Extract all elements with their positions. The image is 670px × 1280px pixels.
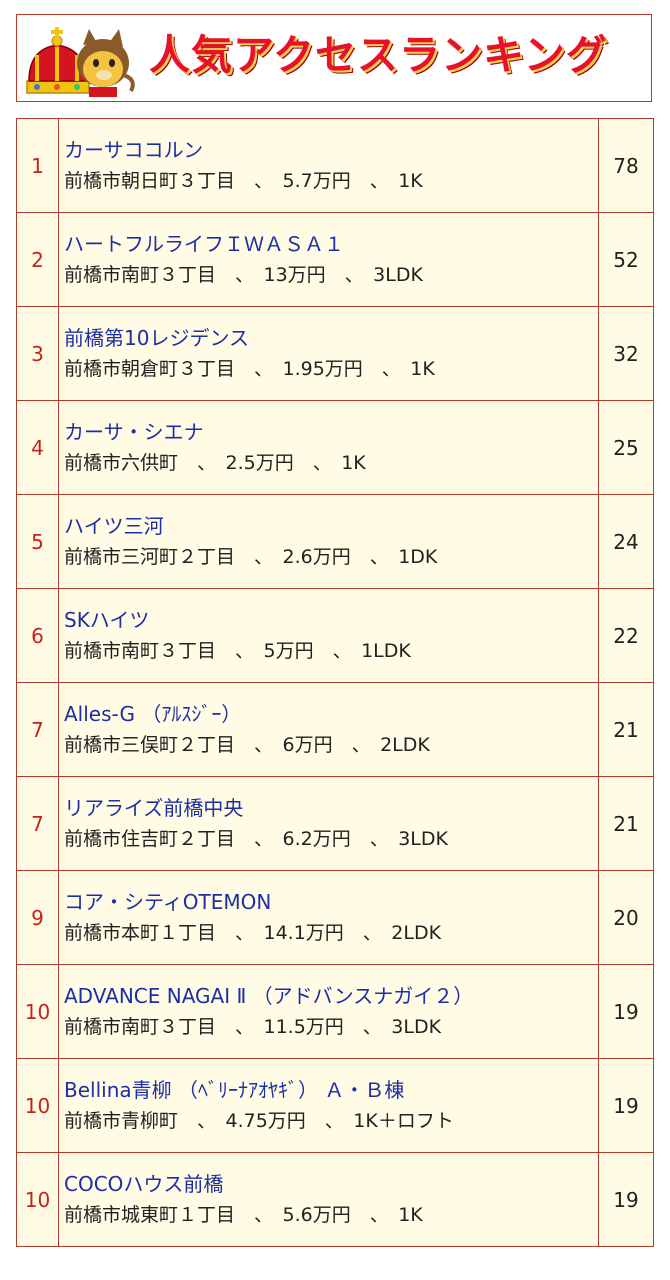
property-info: COCOハウス前橋前橋市城東町１丁目 、 5.6万円 、 1K [58, 1152, 599, 1247]
rank-number: 9 [16, 870, 59, 965]
property-detail: 前橋市六供町 、 2.5万円 、 1K [64, 452, 366, 474]
property-name-link[interactable]: ハイツ三河 [64, 514, 164, 538]
access-count: 25 [598, 400, 654, 495]
property-detail: 前橋市朝日町３丁目 、 5.7万円 、 1K [64, 170, 423, 192]
rank-number: 6 [16, 588, 59, 683]
rank-number: 5 [16, 494, 59, 589]
property-info: リアライズ前橋中央前橋市住吉町２丁目 、 6.2万円 、 3LDK [58, 776, 599, 871]
property-name-link[interactable]: カーサココルン [64, 138, 204, 162]
access-count: 19 [598, 1152, 654, 1247]
ranking-banner: 人気アクセスランキング [16, 14, 652, 102]
access-count: 32 [598, 306, 654, 401]
ranking-table: 1 カーサココルン 前橋市朝日町３丁目 、 5.7万円 、 1K 78 2 ハートフルライ… [16, 118, 654, 1247]
property-detail: 前橋市南町３丁目 、 11.5万円 、 3LDK [64, 1016, 442, 1038]
rank-number: 10 [16, 1152, 59, 1247]
property-detail: 前橋市三河町２丁目 、 2.6万円 、 1DK [64, 546, 438, 568]
rank-number: 3 [16, 306, 59, 401]
property-detail: 前橋市本町１丁目 、 14.1万円 、 2LDK [64, 922, 442, 944]
property-name-link[interactable]: Bellina青柳 （ﾍﾞﾘｰﾅｱｵﾔｷﾞ） Ａ・Ｂ棟 [64, 1078, 405, 1102]
rank-number: 4 [16, 400, 59, 495]
property-name-link[interactable]: コア・シティOTEMON [64, 890, 272, 914]
ranking-row: 7 Alles-G （ｱﾙｽｼﾞｰ） 前橋市三俣町２丁目 、 6万円 、 2LDK 2… [16, 682, 654, 777]
property-info: ADVANCE NAGAI Ⅱ （アドバンスナガイ２） 前橋市南町３丁目 、 11… [58, 964, 599, 1059]
access-count: 22 [598, 588, 654, 683]
property-name-link[interactable]: COCOハウス前橋 [64, 1172, 224, 1196]
ranking-row: 7 リアライズ前橋中央 前橋市住吉町２丁目 、 6.2万円 、 3LDK 21 [16, 776, 654, 871]
property-name-link[interactable]: カーサ・シエナ [64, 420, 204, 444]
ranking-row: 5 ハイツ三河 前橋市三河町２丁目 、 2.6万円 、 1DK 24 [16, 494, 654, 589]
property-detail: 前橋市城東町１丁目 、 5.6万円 、 1K [64, 1204, 423, 1226]
rank-number: 7 [16, 776, 59, 871]
property-info: ハートフルライフＩＷＡＳＡ１ 前橋市南町３丁目 、 13万円 、 3LDK [58, 212, 599, 307]
ranking-row: 10 Bellina青柳 （ﾍﾞﾘｰﾅｱｵﾔｷﾞ） Ａ・Ｂ棟前橋市青柳町 、 4.… [16, 1058, 654, 1153]
access-count: 19 [598, 964, 654, 1059]
ranking-row: 2 ハートフルライフＩＷＡＳＡ１ 前橋市南町３丁目 、 13万円 、 3LDK 52 [16, 212, 654, 307]
property-info: 前橋第10レジデンス前橋市朝倉町３丁目 、 1.95万円 、 1K [58, 306, 599, 401]
property-name-link[interactable]: SKハイツ [64, 608, 150, 632]
property-info: カーサ・シエナ前橋市六供町 、 2.5万円 、 1K [58, 400, 599, 495]
access-count: 52 [598, 212, 654, 307]
property-info: Alles-G （ｱﾙｽｼﾞｰ） 前橋市三俣町２丁目 、 6万円 、 2LDK [58, 682, 599, 777]
rank-number: 10 [16, 1058, 59, 1153]
property-detail: 前橋市南町３丁目 、 13万円 、 3LDK [64, 264, 423, 286]
property-info: カーサココルン前橋市朝日町３丁目 、 5.7万円 、 1K [58, 118, 599, 213]
property-info: ハイツ三河前橋市三河町２丁目 、 2.6万円 、 1DK [58, 494, 599, 589]
property-detail: 前橋市朝倉町３丁目 、 1.95万円 、 1K [64, 358, 435, 380]
ranking-row: 4 カーサ・シエナ 前橋市六供町 、 2.5万円 、 1K 25 [16, 400, 654, 495]
access-count: 21 [598, 776, 654, 871]
ranking-row: 3 前橋第10レジデンス 前橋市朝倉町３丁目 、 1.95万円 、 1K 32 [16, 306, 654, 401]
property-info: SKハイツ前橋市南町３丁目 、 5万円 、 1LDK [58, 588, 599, 683]
access-count: 21 [598, 682, 654, 777]
rank-number: 1 [16, 118, 59, 213]
ranking-title: 人気アクセスランキング [149, 31, 608, 79]
ranking-list: 1 カーサココルン 前橋市朝日町３丁目 、 5.7万円 、 1K 78 2 ハートフルライ… [16, 118, 654, 1247]
property-detail: 前橋市南町３丁目 、 5万円 、 1LDK [64, 640, 411, 662]
ranking-row: 10 ADVANCE NAGAI Ⅱ （アドバンスナガイ２） 前橋市南町３丁目 、 … [16, 964, 654, 1059]
crown-mascot-icon [26, 27, 135, 97]
property-info: コア・シティOTEMON 前橋市本町１丁目 、 14.1万円 、 2LDK [58, 870, 599, 965]
property-name-link[interactable]: 前橋第10レジデンス [64, 326, 250, 350]
access-count: 20 [598, 870, 654, 965]
property-name-link[interactable]: ADVANCE NAGAI Ⅱ （アドバンスナガイ２） [64, 984, 474, 1008]
rank-number: 10 [16, 964, 59, 1059]
ranking-row: 6 SKハイツ 前橋市南町３丁目 、 5万円 、 1LDK 22 [16, 588, 654, 683]
ranking-row: 9 コア・シティOTEMON 前橋市本町１丁目 、 14.1万円 、 2LDK 20 [16, 870, 654, 965]
property-detail: 前橋市青柳町 、 4.75万円 、 1K＋ロフト [64, 1110, 454, 1132]
ranking-row: 10 COCOハウス前橋 前橋市城東町１丁目 、 5.6万円 、 1K 19 [16, 1152, 654, 1247]
access-count: 19 [598, 1058, 654, 1153]
property-detail: 前橋市三俣町２丁目 、 6万円 、 2LDK [64, 734, 430, 756]
property-info: Bellina青柳 （ﾍﾞﾘｰﾅｱｵﾔｷﾞ） Ａ・Ｂ棟前橋市青柳町 、 4.75… [58, 1058, 599, 1153]
rank-number: 2 [16, 212, 59, 307]
access-count: 78 [598, 118, 654, 213]
rank-number: 7 [16, 682, 59, 777]
property-name-link[interactable]: Alles-G （ｱﾙｽｼﾞｰ） [64, 702, 242, 726]
property-name-link[interactable]: ハートフルライフＩＷＡＳＡ１ [64, 232, 344, 256]
access-count: 24 [598, 494, 654, 589]
ranking-row: 1 カーサココルン 前橋市朝日町３丁目 、 5.7万円 、 1K 78 [16, 118, 654, 213]
property-name-link[interactable]: リアライズ前橋中央 [64, 796, 244, 820]
property-detail: 前橋市住吉町２丁目 、 6.2万円 、 3LDK [64, 828, 448, 850]
